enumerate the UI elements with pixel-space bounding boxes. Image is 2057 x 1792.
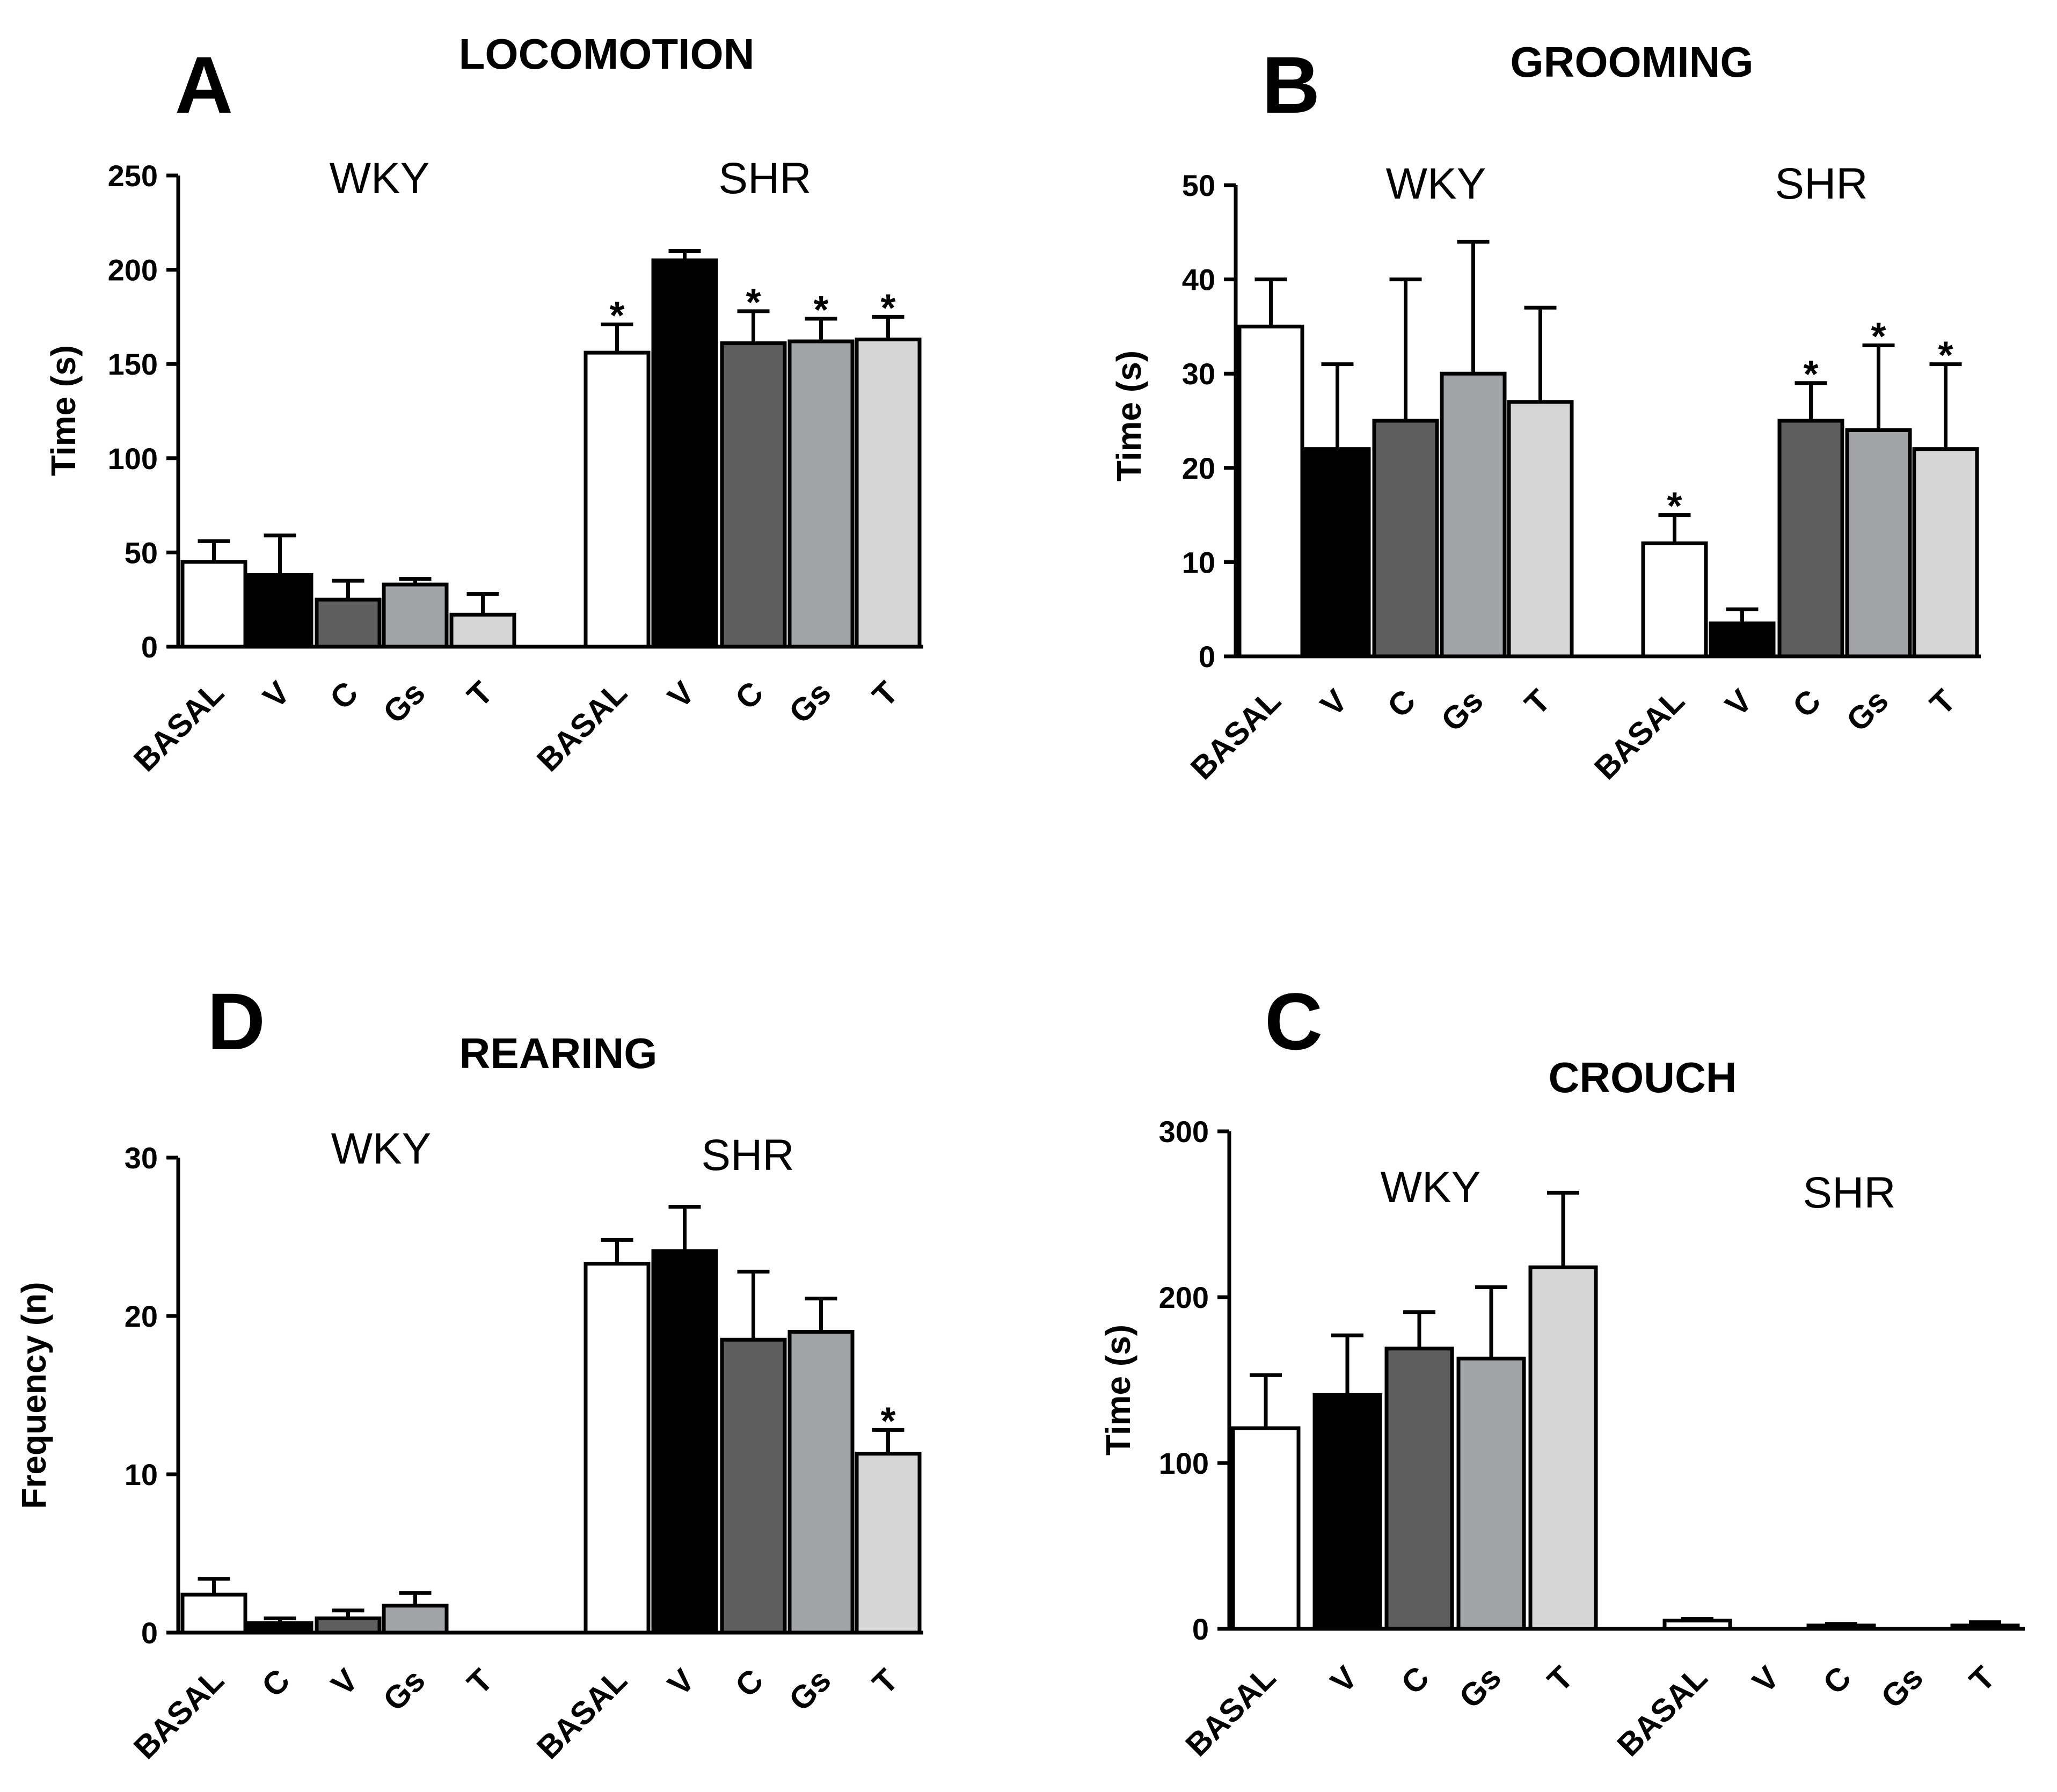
bar-shr-t [855,1452,922,1635]
bar-wky-gs [1456,1356,1526,1631]
significance-star: * [746,281,761,324]
bar-shr-gs [787,1330,855,1635]
bar-shr-gs [787,339,855,649]
group-label-wky: WKY [1381,1163,1481,1212]
bar-wky-v [315,1616,382,1635]
bar-wky-basal [1237,324,1304,659]
bar-wky-v [1312,1393,1382,1631]
y-tick-label: 150 [108,347,158,381]
significance-star: * [1667,485,1682,528]
significance-star: * [1871,316,1886,359]
y-tick-label: 300 [1159,1115,1209,1149]
y-tick-label: 0 [1199,640,1215,674]
group-label-shr: SHR [1775,159,1868,208]
y-tick-label: 10 [125,1458,158,1491]
y-tick-label: 100 [108,442,158,476]
y-tick-label: 10 [1182,545,1215,579]
y-tick-label: 50 [125,536,158,569]
bar-shr-basal [1641,541,1708,659]
y-tick-label: 0 [141,1616,158,1650]
panel-letter: B [1262,40,1320,130]
group-label-shr: SHR [1803,1168,1895,1217]
group-label-shr: SHR [718,154,811,203]
chart-title: REARING [459,1029,658,1077]
bar-shr-c [1806,1623,1876,1631]
group-label-shr: SHR [701,1131,794,1180]
y-axis-label: Frequency (n) [14,1282,53,1509]
significance-star: * [1938,334,1953,377]
bar-wky-t [1507,400,1574,659]
y-tick-label: 200 [1159,1281,1209,1314]
bar-wky-gs [1440,371,1507,659]
bar-wky-gs [382,1604,449,1635]
panel-letter: A [175,40,233,130]
chart-title: GROOMING [1510,38,1753,86]
group-label-wky: WKY [331,1124,432,1173]
y-tick-label: 40 [1182,263,1215,297]
bar-wky-c [315,597,382,649]
bar-wky-c [1384,1347,1454,1631]
bar-shr-v [651,258,718,649]
y-tick-label: 50 [1182,169,1215,202]
significance-star: * [1803,353,1818,396]
y-tick-label: 0 [141,630,158,664]
bar-shr-c [1777,419,1844,659]
y-tick-label: 200 [108,253,158,287]
y-tick-label: 30 [1182,357,1215,391]
bar-wky-v [246,573,313,649]
chart-title: CROUCH [1548,1054,1737,1101]
y-tick-label: 20 [125,1299,158,1333]
significance-star: * [609,294,624,337]
bar-wky-basal [1231,1426,1301,1631]
y-axis-label: Time (s) [1099,1325,1137,1455]
y-tick-label: 20 [1182,451,1215,485]
bar-shr-v [1709,621,1776,659]
y-tick-label: 0 [1192,1612,1209,1646]
y-tick-label: 30 [125,1141,158,1175]
bar-shr-t [855,338,922,649]
significance-star: * [880,1400,895,1443]
bar-shr-basal [583,1262,651,1635]
y-tick-label: 100 [1159,1446,1209,1480]
bar-shr-gs [1845,428,1912,659]
y-axis-label: Time (s) [1110,350,1148,481]
bar-shr-basal [1662,1619,1732,1631]
bar-shr-t [1950,1623,2020,1631]
bar-shr-c [720,341,787,649]
bar-wky-c [1372,419,1439,659]
chart-title: LOCOMOTION [458,30,754,78]
significance-star: * [813,289,828,332]
bar-wky-c [246,1621,313,1635]
y-axis-label: Time (s) [44,345,83,476]
panel-letter: C [1265,976,1323,1066]
group-label-wky: WKY [330,154,430,203]
bar-wky-basal [180,1592,247,1635]
bar-wky-v [1304,447,1371,659]
bar-wky-gs [382,582,449,649]
bar-wky-t [1528,1265,1598,1631]
significance-star: * [880,287,895,330]
bar-shr-basal [583,350,651,649]
bar-wky-t [449,612,516,649]
group-label-wky: WKY [1386,159,1486,208]
bar-shr-v [651,1249,718,1635]
y-tick-label: 250 [108,159,158,193]
panel-letter: D [207,976,265,1066]
bar-wky-basal [180,560,247,649]
bar-shr-c [720,1337,787,1635]
bar-shr-t [1912,447,1979,659]
